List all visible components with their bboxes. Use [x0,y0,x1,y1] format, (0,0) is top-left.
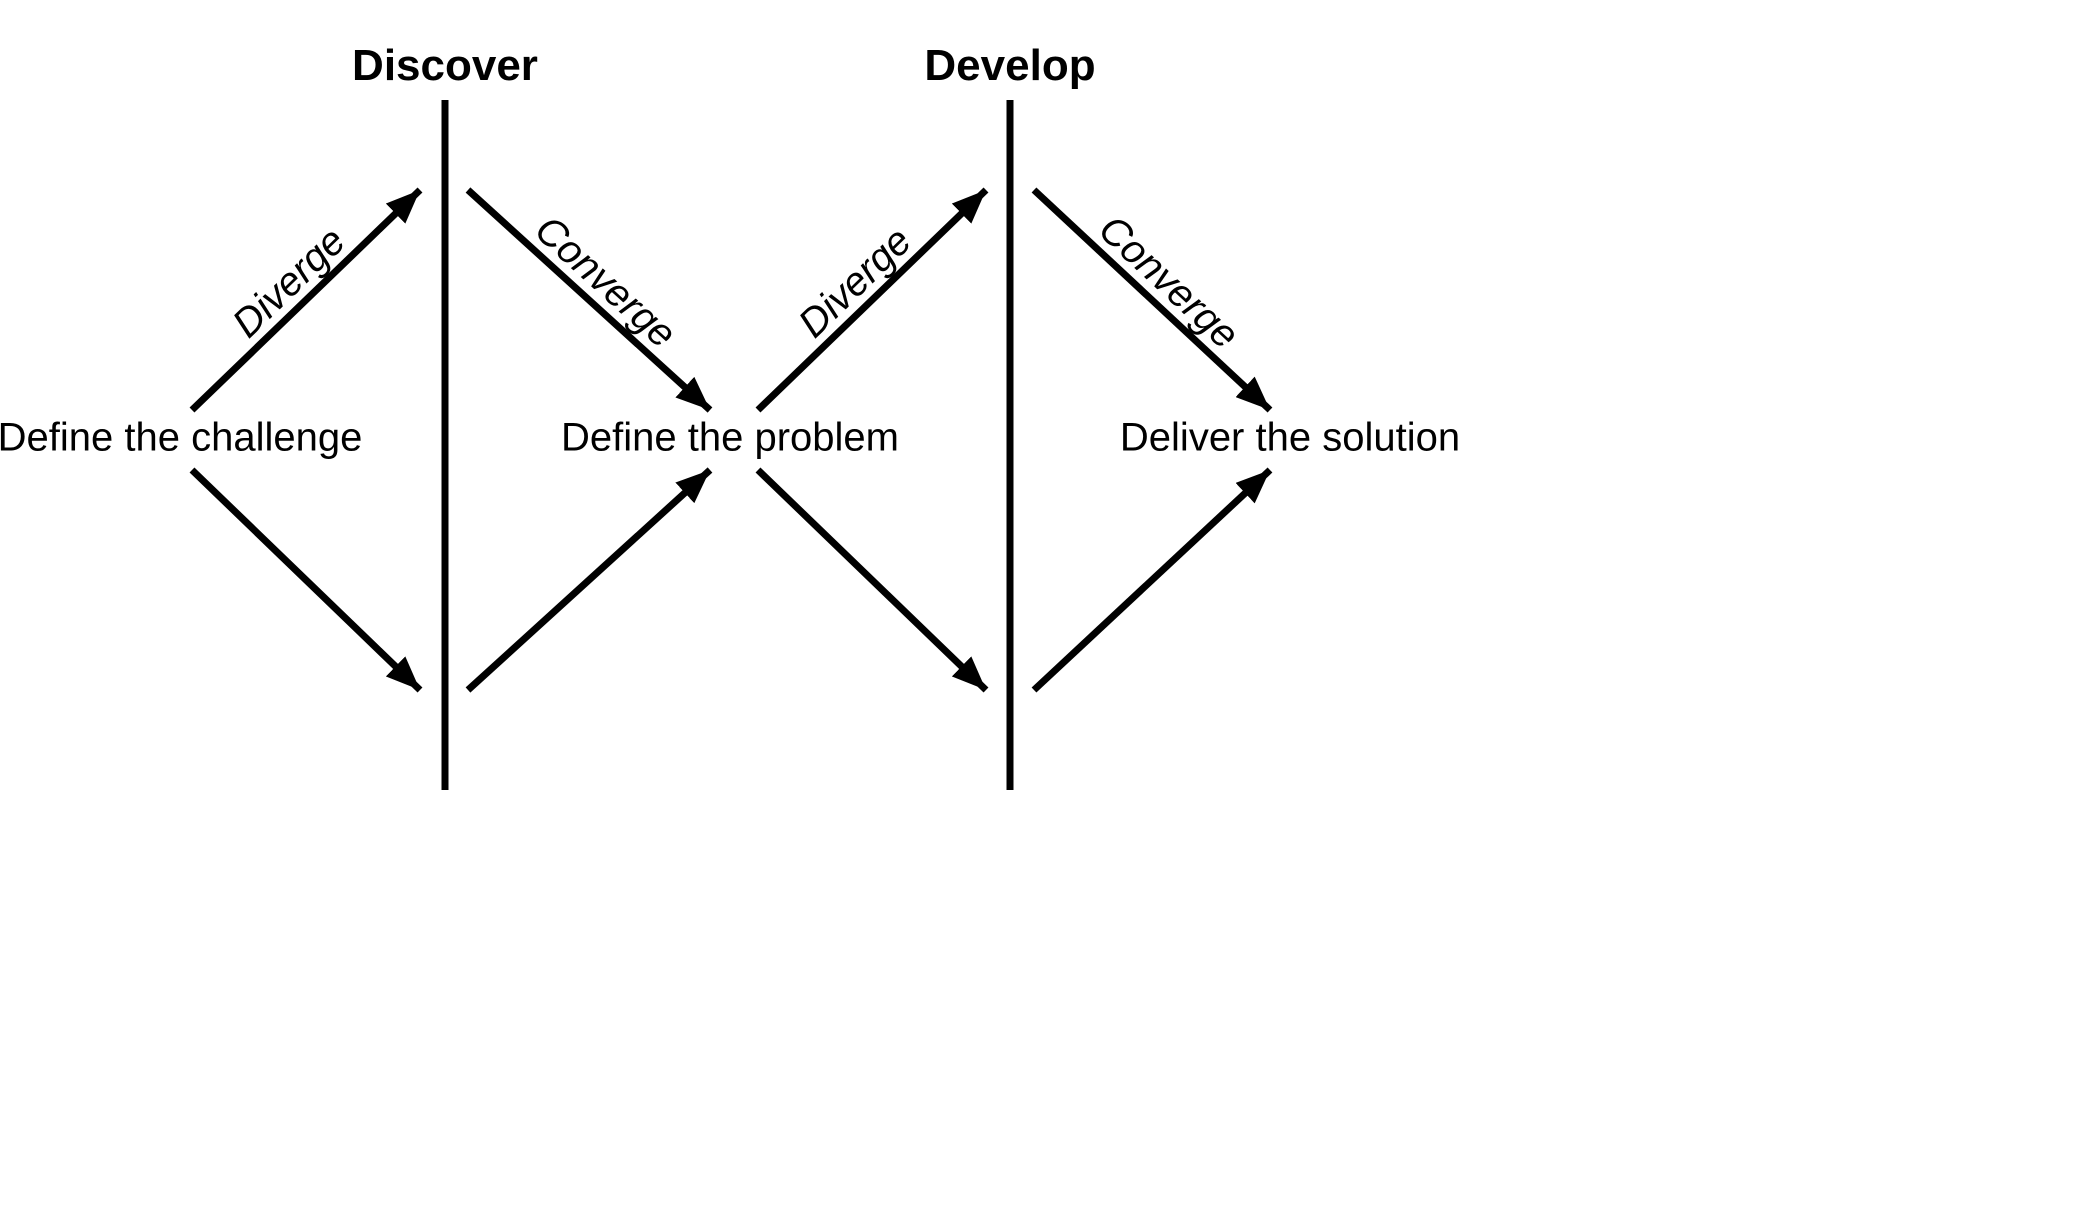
arrow-diverge-2-up [758,190,986,410]
arrow-converge-2-down [1034,470,1270,690]
double-diamond-diagram: Discover Develop Define the challenge Defin… [0,0,2090,1224]
phase-title-develop: Develop [924,41,1095,90]
node-solution: Deliver the solution [1120,416,1460,460]
arrow-converge-1-down [468,470,710,690]
arrow-converge-1-up-label: Converge [526,207,684,356]
node-problem: Define the problem [561,416,899,460]
arrow-diverge-1-up [192,190,420,410]
arrow-diverge-1-down [192,470,420,690]
node-challenge: Define the challenge [0,416,362,460]
arrow-converge-2-up [1034,190,1270,410]
arrow-converge-1-up [468,190,710,410]
arrow-diverge-2-down [758,470,986,690]
phase-title-discover: Discover [352,41,538,90]
arrow-diverge-1-up-label: Diverge [224,219,354,346]
arrow-diverge-2-up-label: Diverge [790,219,920,346]
arrow-converge-2-up-label: Converge [1090,207,1247,357]
